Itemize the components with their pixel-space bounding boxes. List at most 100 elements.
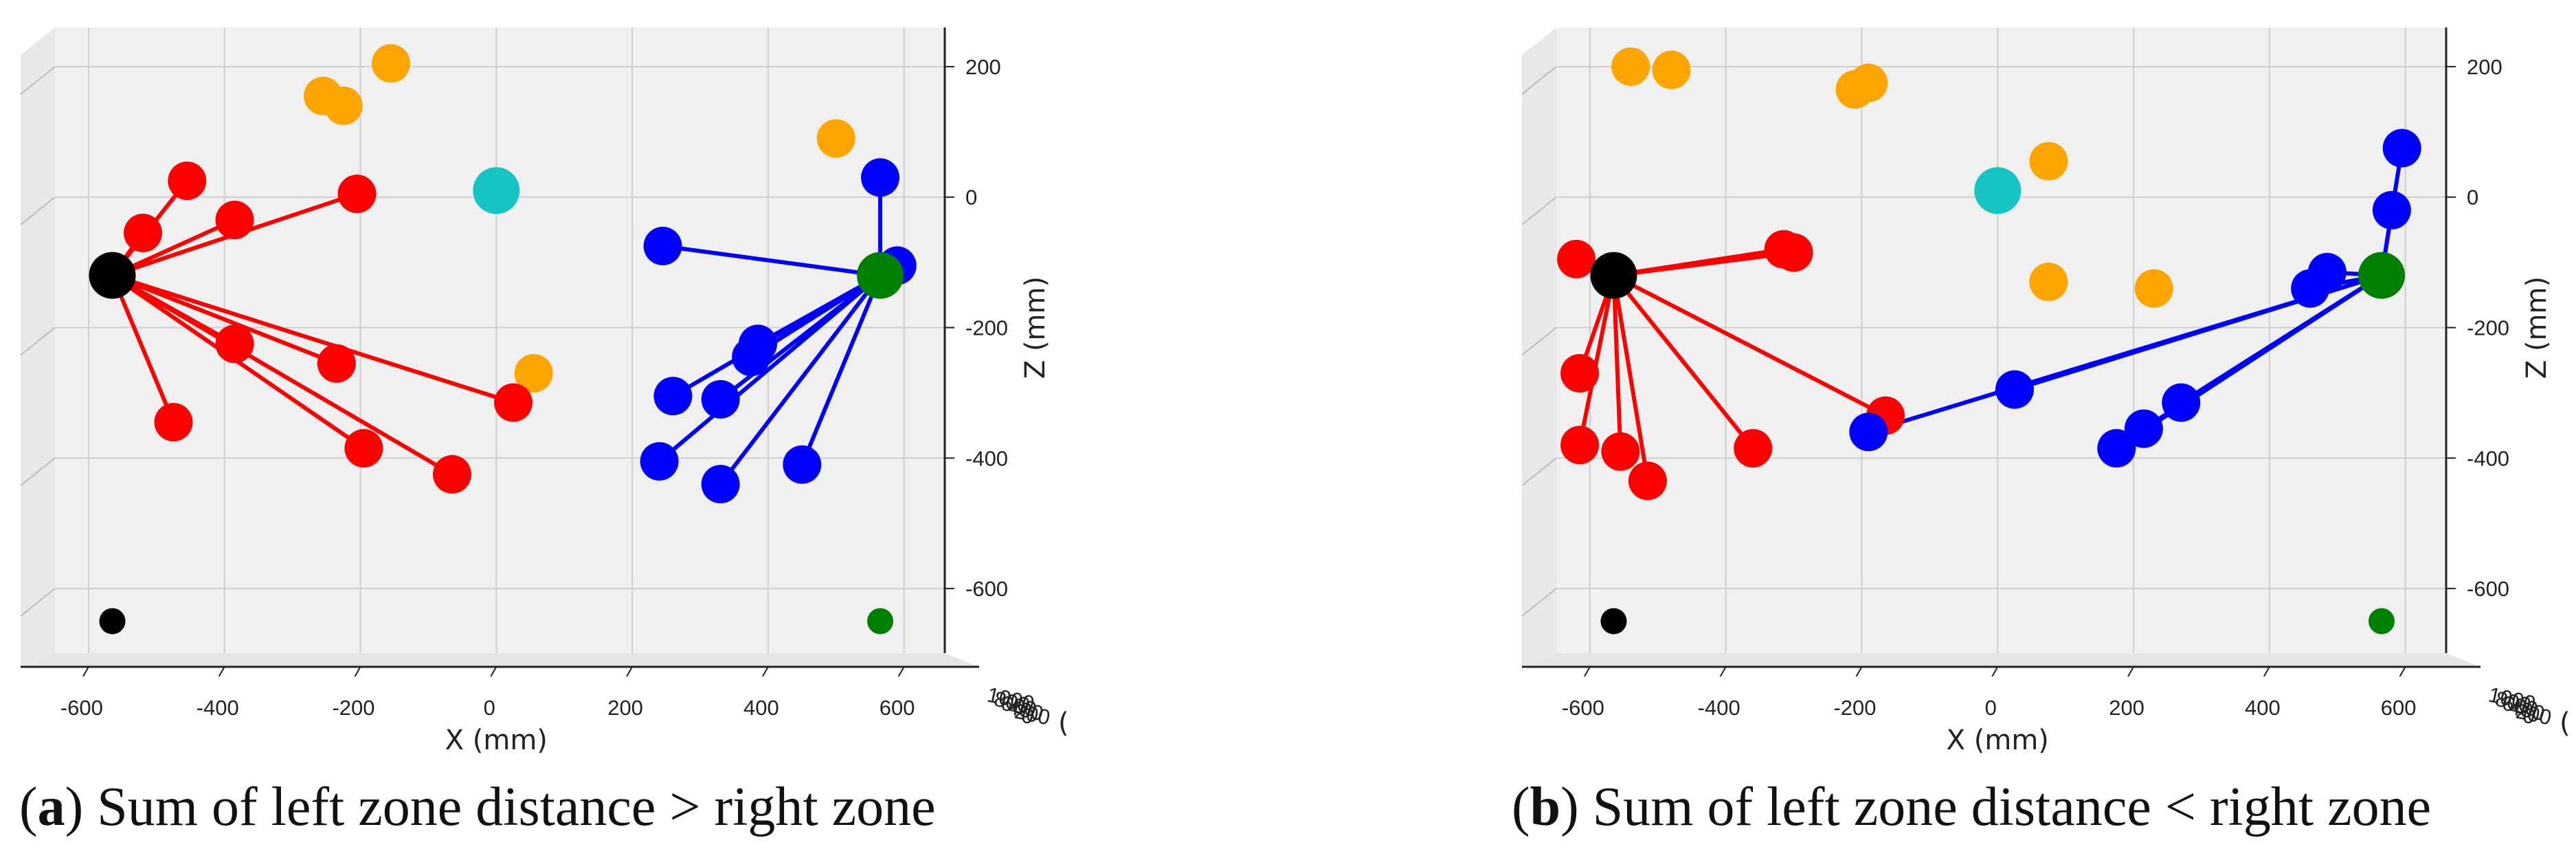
center-point (473, 167, 520, 214)
left-point (1774, 233, 1813, 272)
caption-b-letter: b (1530, 777, 1561, 837)
caption-b-text: ) Sum of left zone distance < right zone (1560, 777, 2431, 837)
other-point (1652, 50, 1691, 89)
right-connection-line (658, 274, 882, 463)
x-tick (2263, 666, 2270, 677)
z-tick-label: -400 (2467, 446, 2509, 470)
left-connection-line (1613, 273, 1887, 418)
x-tick (1991, 666, 1999, 677)
gridline-side (20, 196, 56, 225)
z-axis-label: Z (mm) (2521, 276, 2553, 379)
x-tick (490, 666, 497, 677)
x-tick-label: -200 (332, 696, 374, 720)
other-point (324, 86, 363, 125)
z-tick-label: -400 (965, 446, 1008, 470)
right-point (2372, 190, 2411, 230)
left-connection-line (1578, 275, 1616, 445)
right-anchor-projection (2368, 608, 2395, 635)
left-anchor-point (89, 252, 136, 299)
left-point (1734, 429, 1773, 468)
x-tick-label: 600 (880, 696, 915, 720)
left-connection-line (1612, 274, 1755, 450)
x-tick-label: 400 (2245, 696, 2281, 720)
right-connection-line (2115, 274, 2383, 450)
center-point (1974, 167, 2021, 214)
gridline-side (1521, 588, 1557, 617)
left-point (494, 383, 533, 422)
side-pane (1522, 27, 1556, 667)
x-tick-label: 200 (607, 696, 643, 720)
left-point (337, 174, 377, 213)
left-connection-line (1611, 275, 1623, 452)
floor-pane (21, 653, 979, 667)
left-connection-line (111, 273, 514, 405)
right-anchor-projection (867, 608, 894, 635)
x-tick-label: -400 (197, 696, 239, 720)
left-point (317, 344, 356, 383)
x-tick (2399, 666, 2406, 677)
x-tick-label: 0 (484, 696, 495, 720)
left-point (168, 162, 207, 201)
x-axis-label: X (mm) (445, 725, 548, 756)
right-point (2291, 269, 2330, 308)
right-connection-line (800, 274, 882, 465)
left-point (344, 429, 383, 468)
z-tick-label: -200 (965, 316, 1008, 340)
x-tick (218, 666, 225, 677)
gridline-side (1521, 196, 1557, 225)
z-tick-label: 0 (2467, 186, 2478, 210)
z-tick-label: 0 (965, 186, 977, 210)
z-tick-label: 200 (2467, 55, 2502, 79)
x-tick-label: -400 (1698, 696, 1740, 720)
gridline-side (1521, 327, 1557, 356)
caption-a-text: ) Sum of left zone distance > right zone (65, 777, 936, 837)
x-tick (1584, 666, 1591, 677)
left-point (432, 455, 471, 494)
right-point (1995, 370, 2035, 409)
x-tick (1719, 666, 1727, 677)
right-point (732, 338, 771, 377)
caption-a-letter: a (38, 777, 65, 837)
panel-a: -600 -400 -200 0 200 400 600 X (mm) 200 0 -200 -400… (20, 27, 1069, 756)
gridline-side (1521, 66, 1557, 95)
right-point (701, 465, 740, 504)
left-connection-line (1611, 275, 1650, 482)
left-point (124, 213, 163, 252)
x-tick-label: -200 (1833, 696, 1876, 720)
x-tick-label: -600 (1562, 696, 1604, 720)
gridline-side (20, 327, 56, 356)
x-axis-label: X (mm) (1947, 725, 2049, 756)
left-point (1628, 461, 1667, 500)
other-point (371, 44, 410, 83)
gridline-side (20, 66, 56, 95)
back-pane (55, 27, 945, 653)
x-tick (626, 666, 633, 677)
gridline-side (1521, 457, 1557, 487)
right-connection-line (1868, 273, 2382, 434)
other-point (816, 119, 855, 158)
caption-b: (b) Sum of left zone distance < right zo… (1512, 777, 2431, 837)
left-point (215, 324, 254, 364)
other-point (2029, 142, 2068, 181)
caption-a: (a) Sum of left zone distance > right zo… (19, 777, 936, 837)
left-point (154, 403, 193, 442)
y-depth-axis-label: ( (2560, 707, 2571, 739)
right-point (653, 377, 693, 416)
x-tick-label: -600 (60, 696, 103, 720)
x-tick (2127, 666, 2134, 677)
left-connection-line (1613, 250, 1794, 278)
right-point (1849, 412, 1888, 452)
left-point (215, 200, 254, 239)
other-point (2134, 269, 2173, 308)
z-tick-label: 200 (965, 55, 1001, 79)
right-point (861, 158, 900, 197)
right-anchor-point (2358, 252, 2406, 299)
floor-pane (1522, 653, 2480, 667)
back-pane (1556, 27, 2446, 653)
other-point (2029, 263, 2068, 302)
z-tick-label: -200 (2467, 316, 2509, 340)
left-anchor-projection (99, 608, 126, 635)
left-point (1560, 426, 1600, 465)
x-tick (897, 666, 905, 677)
right-point (640, 442, 679, 481)
